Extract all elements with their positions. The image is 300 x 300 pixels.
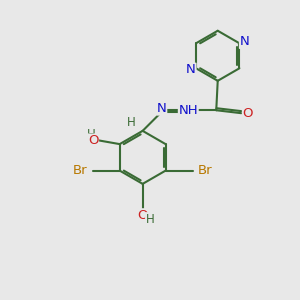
Text: N: N bbox=[186, 63, 196, 76]
Text: NH: NH bbox=[178, 104, 198, 117]
Text: N: N bbox=[239, 35, 249, 48]
Text: O: O bbox=[88, 134, 98, 147]
Text: H: H bbox=[87, 128, 96, 141]
Text: Br: Br bbox=[198, 164, 212, 177]
Text: H: H bbox=[127, 116, 136, 128]
Text: H: H bbox=[146, 213, 154, 226]
Text: Br: Br bbox=[73, 164, 88, 177]
Text: N: N bbox=[157, 102, 167, 115]
Text: O: O bbox=[137, 209, 148, 222]
Text: O: O bbox=[242, 107, 253, 120]
